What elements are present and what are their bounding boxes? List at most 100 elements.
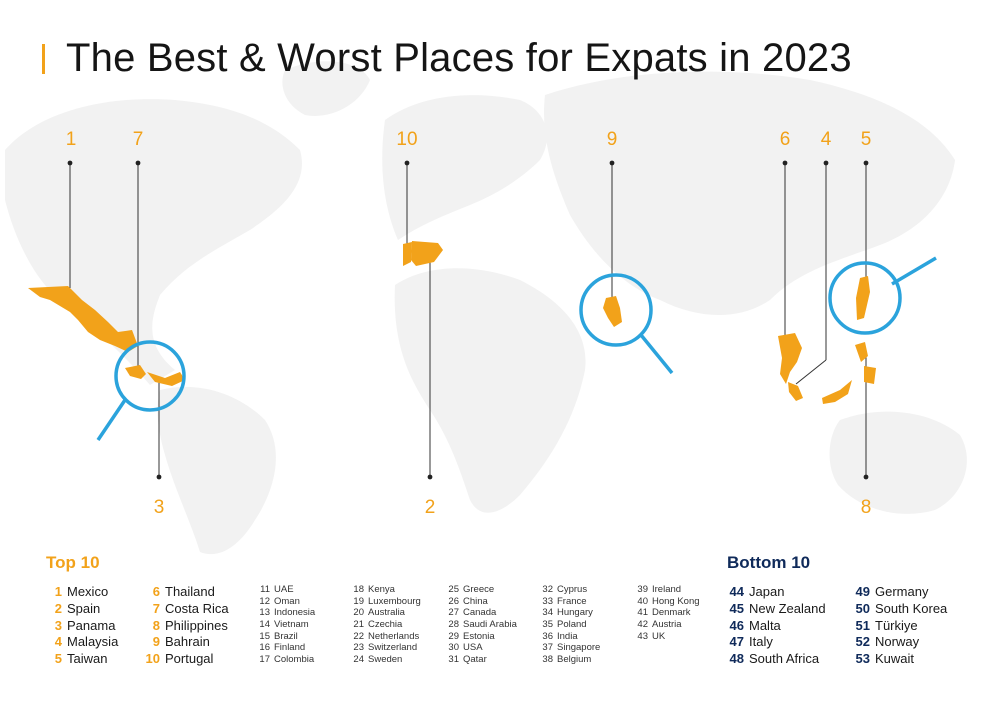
ranking-item: 10 Portugal [140, 651, 229, 668]
callout-dot-2 [427, 474, 433, 480]
country-name: Netherlands [368, 630, 420, 642]
country-name: Belgium [557, 654, 592, 666]
callout-dot-3 [156, 474, 162, 480]
country-name: Italy [749, 634, 773, 650]
ranking-item: 37 Singapore [539, 642, 600, 654]
map-label-9: 9 [606, 129, 618, 150]
callout-dot-9 [609, 160, 615, 166]
ranking-item: 12 Oman [256, 596, 315, 608]
country-name: New Zealand [749, 600, 826, 616]
panama-shape [147, 372, 185, 386]
ranking-item: 14 Vietnam [256, 619, 315, 631]
country-name: Qatar [463, 654, 487, 666]
callout-dot-1 [67, 160, 73, 166]
country-name: Brazil [274, 630, 298, 642]
ranking-item: 5 Taiwan [46, 651, 118, 668]
middle-list-col1: 11 UAE 12 Oman 13 Indonesia 14 Vietnam 15 Brazil 1… [256, 584, 315, 666]
callout-dot-7 [135, 160, 141, 166]
top10-list-col2: 6 Thailand 7 Costa Rica 8 Philippines 9 Bahrain… [140, 584, 229, 668]
ranking-item: 7 Costa Rica [140, 601, 229, 618]
bahrain-shape [603, 296, 622, 327]
rank-number: 32 [542, 584, 553, 595]
ranking-item: 23 Switzerland [350, 642, 421, 654]
country-name: Sweden [368, 654, 403, 666]
ranking-item: 36 India [539, 631, 600, 643]
ranking-item: 49 Germany [852, 584, 947, 601]
bottom10-heading: Bottom 10 [727, 553, 811, 572]
country-name: Malta [749, 617, 781, 633]
country-name: Canada [463, 607, 497, 619]
ranking-item: 42 Austria [634, 619, 700, 631]
rank-number: 29 [448, 630, 459, 642]
ranking-item: 11 UAE [256, 584, 315, 596]
ranking-item: 3 Panama [46, 618, 118, 635]
rank-number: 9 [152, 634, 160, 650]
rank-number: 13 [259, 607, 270, 619]
mexico-shape [28, 286, 138, 352]
rank-number: 16 [259, 642, 270, 654]
ranking-item: 29 Estonia [445, 631, 517, 643]
ranking-item: 34 Hungary [539, 607, 600, 619]
country-name: India [557, 630, 578, 642]
top10-heading: Top 10 [46, 553, 100, 572]
rank-number: 40 [637, 595, 648, 607]
rank-number: 51 [855, 617, 870, 633]
rank-number: 23 [353, 642, 364, 654]
rank-number: 48 [729, 651, 744, 667]
ranking-item: 53 Kuwait [852, 651, 947, 668]
country-name: Norway [875, 634, 920, 650]
ranking-item: 15 Brazil [256, 631, 315, 643]
map-label-8: 8 [860, 497, 872, 518]
country-name: Kuwait [875, 651, 915, 667]
ranking-item: 44 Japan [726, 584, 826, 601]
map-label-10: 10 [396, 129, 418, 150]
country-name: Australia [368, 607, 405, 619]
country-name: Vietnam [274, 619, 309, 631]
magnifier-rings [96, 256, 937, 441]
europe-shape [382, 95, 548, 241]
map-label-2: 2 [424, 497, 436, 518]
rank-number: 27 [448, 607, 459, 619]
ranking-item: 24 Sweden [350, 654, 421, 666]
map-label-6: 6 [779, 129, 791, 150]
ranking-item: 33 France [539, 596, 600, 608]
country-name: Türkiye [875, 617, 918, 633]
asia-shape [544, 71, 955, 315]
ranking-item: 31 Qatar [445, 654, 517, 666]
country-name: Poland [557, 619, 587, 631]
ranking-item: 40 Hong Kong [634, 595, 699, 608]
rank-number: 4 [54, 634, 62, 650]
country-name: Finland [274, 642, 306, 654]
rank-number: 18 [353, 584, 364, 595]
ranking-item: 47 Italy [726, 634, 826, 651]
philippines-shape [855, 342, 876, 384]
country-name: USA [463, 642, 483, 654]
africa-shape [394, 268, 586, 513]
rank-number: 47 [729, 634, 744, 650]
ranking-item: 45 New Zealand [726, 601, 826, 618]
country-name: Saudi Arabia [463, 619, 517, 631]
country-name: Ireland [652, 584, 682, 595]
magnifier-handle-central-america [96, 399, 127, 441]
country-name: Mexico [67, 584, 109, 599]
country-name: Philippines [165, 617, 228, 633]
ranking-item: 30 USA [445, 642, 517, 654]
ranking-item: 27 Canada [445, 607, 517, 619]
south-america-shape [157, 386, 276, 555]
ranking-item: 26 China [445, 596, 517, 608]
ranking-item: 19 Luxembourg [350, 596, 420, 608]
country-name: Spain [67, 600, 101, 616]
middle-list-col4: 32 Cyprus 33 France 34 Hungary 35 Poland 36 India… [539, 584, 600, 666]
title-accent-bar [42, 44, 45, 74]
rank-number: 2 [54, 600, 62, 616]
costa-rica-shape [125, 365, 146, 379]
callout-dot-8 [863, 474, 869, 480]
ranking-item: 51 Türkiye [852, 618, 947, 635]
callout-dot-6 [782, 160, 788, 166]
country-name: UK [652, 630, 666, 642]
australia-shape [829, 411, 967, 514]
taiwan-shape [856, 276, 870, 320]
ranking-item: 25 Greece [445, 584, 517, 596]
thailand-shape [778, 333, 802, 384]
